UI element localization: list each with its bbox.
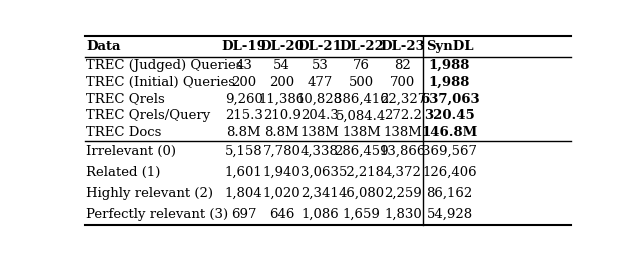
Text: DL-21: DL-21 — [298, 40, 342, 53]
Text: DL-22: DL-22 — [339, 40, 384, 53]
Text: DL-20: DL-20 — [259, 40, 304, 53]
Text: 286,459: 286,459 — [334, 145, 388, 158]
Text: 7,780: 7,780 — [262, 145, 301, 158]
Text: 8.8M: 8.8M — [264, 126, 299, 139]
Text: 138M: 138M — [300, 126, 339, 139]
Text: 11,386: 11,386 — [259, 93, 305, 106]
Text: 2,341: 2,341 — [301, 187, 339, 200]
Text: TREC (Judged) Queries: TREC (Judged) Queries — [86, 59, 243, 72]
Text: TREC Docs: TREC Docs — [86, 126, 161, 139]
Text: Irrelevant (0): Irrelevant (0) — [86, 145, 176, 158]
Text: Highly relevant (2): Highly relevant (2) — [86, 187, 213, 200]
Text: 1,086: 1,086 — [301, 208, 339, 221]
Text: 697: 697 — [231, 208, 257, 221]
Text: 3,063: 3,063 — [301, 166, 339, 179]
Text: Perfectly relevant (3): Perfectly relevant (3) — [86, 208, 228, 221]
Text: SynDL: SynDL — [426, 40, 473, 53]
Text: 386,416: 386,416 — [334, 93, 389, 106]
Text: 272.2: 272.2 — [384, 109, 422, 122]
Text: 4,372: 4,372 — [384, 166, 422, 179]
Text: 86,162: 86,162 — [426, 187, 473, 200]
Text: 52,218: 52,218 — [339, 166, 385, 179]
Text: 13,866: 13,866 — [380, 145, 426, 158]
Text: 4,338: 4,338 — [301, 145, 339, 158]
Text: 700: 700 — [390, 76, 415, 88]
Text: TREC Qrels/Query: TREC Qrels/Query — [86, 109, 210, 122]
Text: 200: 200 — [269, 76, 294, 88]
Text: 82: 82 — [394, 59, 412, 72]
Text: 46,080: 46,080 — [339, 187, 385, 200]
Text: 10,828: 10,828 — [297, 93, 343, 106]
Text: 138M: 138M — [383, 126, 422, 139]
Text: 646: 646 — [269, 208, 294, 221]
Text: 1,988: 1,988 — [429, 59, 470, 72]
Text: 1,601: 1,601 — [225, 166, 262, 179]
Text: 5,158: 5,158 — [225, 145, 262, 158]
Text: 2,259: 2,259 — [384, 187, 422, 200]
Text: 637,063: 637,063 — [420, 93, 479, 106]
Text: 54: 54 — [273, 59, 290, 72]
Text: 1,988: 1,988 — [429, 76, 470, 88]
Text: DL-19: DL-19 — [221, 40, 266, 53]
Text: 500: 500 — [349, 76, 374, 88]
Text: TREC (Initial) Queries: TREC (Initial) Queries — [86, 76, 235, 88]
Text: 53: 53 — [312, 59, 328, 72]
Text: 9,260: 9,260 — [225, 93, 262, 106]
Text: 1,804: 1,804 — [225, 187, 262, 200]
Text: 138M: 138M — [342, 126, 381, 139]
Text: 200: 200 — [231, 76, 256, 88]
Text: 210.9: 210.9 — [262, 109, 301, 122]
Text: 126,406: 126,406 — [422, 166, 477, 179]
Text: 204.3: 204.3 — [301, 109, 339, 122]
Text: 22,327: 22,327 — [380, 93, 426, 106]
Text: 1,940: 1,940 — [263, 166, 301, 179]
Text: 369,567: 369,567 — [422, 145, 477, 158]
Text: Data: Data — [86, 40, 120, 53]
Text: DL-23: DL-23 — [381, 40, 425, 53]
Text: TREC Qrels: TREC Qrels — [86, 93, 164, 106]
Text: 146.8M: 146.8M — [421, 126, 477, 139]
Text: Related (1): Related (1) — [86, 166, 161, 179]
Text: 43: 43 — [236, 59, 252, 72]
Text: 320.45: 320.45 — [424, 109, 475, 122]
Text: 76: 76 — [353, 59, 370, 72]
Text: 1,659: 1,659 — [342, 208, 380, 221]
Text: 215.3: 215.3 — [225, 109, 262, 122]
Text: 477: 477 — [307, 76, 333, 88]
Text: 1,020: 1,020 — [263, 187, 300, 200]
Text: 5,084.4: 5,084.4 — [337, 109, 387, 122]
Text: 1,830: 1,830 — [384, 208, 422, 221]
Text: 8.8M: 8.8M — [227, 126, 261, 139]
Text: 54,928: 54,928 — [426, 208, 472, 221]
